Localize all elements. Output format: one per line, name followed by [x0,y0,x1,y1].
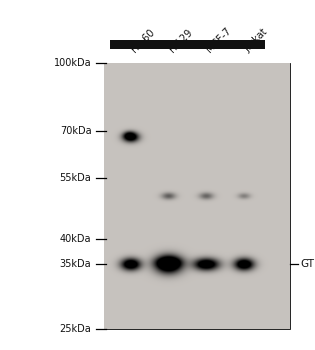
Text: HT-29: HT-29 [167,27,194,54]
Text: 100kDa: 100kDa [54,58,91,68]
Bar [104,63,290,329]
Text: 25kDa: 25kDa [60,324,91,334]
Text: 55kDa: 55kDa [60,173,91,183]
Text: MCF-7: MCF-7 [205,26,233,54]
Text: 35kDa: 35kDa [60,259,91,270]
Text: GTF2H3: GTF2H3 [301,259,315,270]
Bar [110,40,151,49]
Text: HL-60: HL-60 [129,27,156,54]
Bar [224,40,265,49]
Text: 40kDa: 40kDa [60,234,91,244]
Text: Jurkat: Jurkat [243,27,270,54]
Text: 70kDa: 70kDa [60,126,91,136]
Bar [186,40,227,49]
Bar [148,40,189,49]
